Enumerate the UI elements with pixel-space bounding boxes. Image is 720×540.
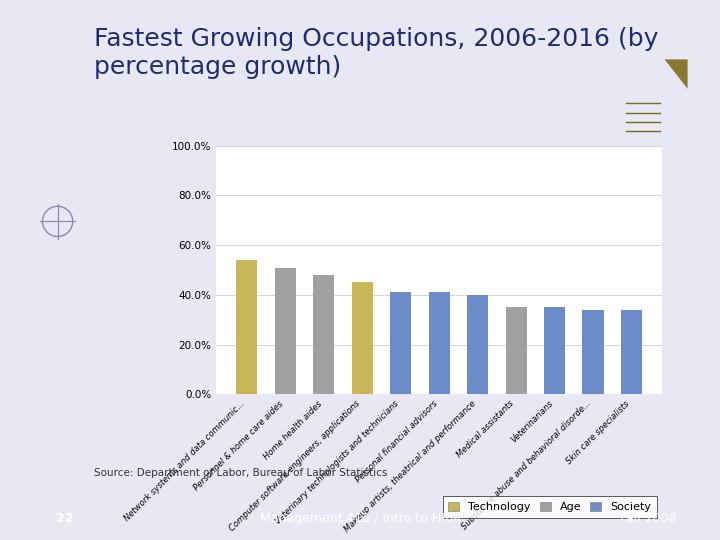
Text: Management 412 / Intro to HRM: Management 412 / Intro to HRM	[260, 512, 460, 525]
Bar	[621, 310, 642, 394]
Bar	[236, 260, 258, 394]
Bar	[505, 307, 527, 394]
Text: Fall 2008: Fall 2008	[620, 512, 676, 525]
Text: 22: 22	[56, 512, 73, 525]
Bar	[428, 292, 450, 394]
Bar	[544, 307, 565, 394]
Bar	[582, 310, 603, 394]
Polygon shape	[665, 59, 688, 89]
Bar	[390, 292, 411, 394]
Legend: Technology, Age, Society: Technology, Age, Society	[443, 496, 657, 518]
Bar	[313, 275, 334, 394]
Bar	[275, 267, 296, 394]
Text: Source: Department of Labor, Bureau of Labor Statistics: Source: Department of Labor, Bureau of L…	[94, 468, 387, 478]
Bar	[351, 282, 373, 394]
Bar	[467, 295, 488, 394]
Text: Fastest Growing Occupations, 2006-2016 (by
percentage growth): Fastest Growing Occupations, 2006-2016 (…	[94, 27, 658, 79]
